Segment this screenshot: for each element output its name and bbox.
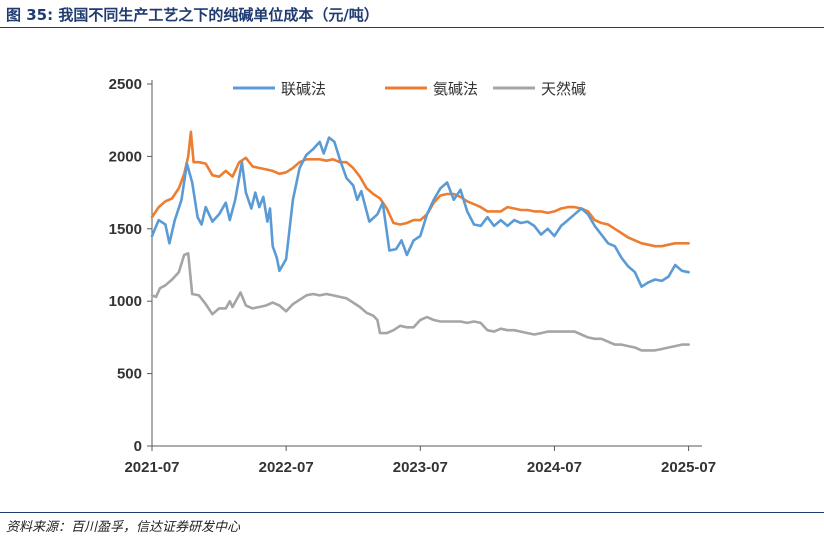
- y-tick-label: 1500: [109, 221, 142, 238]
- x-tick-label: 2022-07: [259, 459, 314, 476]
- x-tick-label: 2023-07: [393, 459, 448, 476]
- legend-label: 氨碱法: [433, 80, 478, 98]
- line-chart: 0 500 1000 1500 2000 2500 2021-07 2022-07 2023-0…: [0, 28, 824, 512]
- y-tick-label: 500: [117, 366, 142, 383]
- x-tick-label: 2024-07: [527, 459, 582, 476]
- x-tick-label: 2021-07: [124, 459, 179, 476]
- series-line: [152, 138, 689, 287]
- plot-area: 0 500 1000 1500 2000 2500 2021-07 2022-07 2023-0…: [109, 76, 716, 476]
- source-divider: [0, 512, 824, 513]
- x-tick-label: 2025-07: [661, 459, 716, 476]
- y-tick-label: 1000: [109, 293, 142, 310]
- y-tick-label: 0: [134, 438, 142, 455]
- source-note: 资料来源：百川盈孚，信达证券研发中心: [6, 516, 240, 535]
- y-tick-label: 2500: [109, 76, 142, 93]
- y-tick-label: 2000: [109, 148, 142, 165]
- legend-label: 天然碱: [541, 80, 586, 98]
- figure-title: 图 35: 我国不同生产工艺之下的纯碱单位成本（元/吨）: [6, 4, 379, 25]
- series-layer: [152, 132, 689, 351]
- legend-label: 联碱法: [281, 80, 326, 98]
- legend: 联碱法 氨碱法 天然碱: [233, 80, 586, 98]
- series-line: [152, 253, 689, 350]
- series-line: [152, 132, 689, 246]
